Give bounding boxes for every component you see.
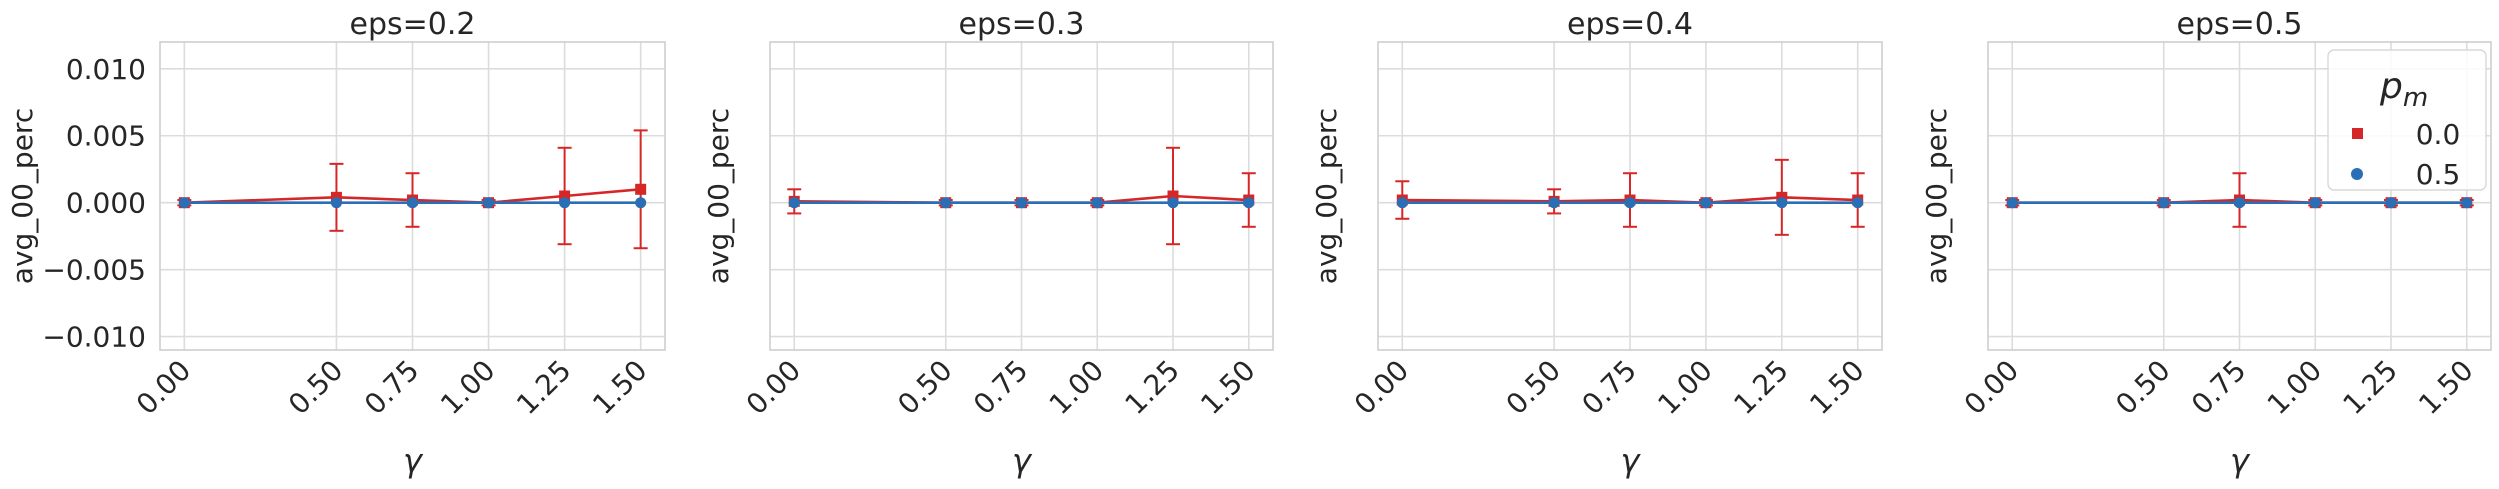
x-tick-label: 0.50 [891,354,958,421]
series-line [1402,196,1858,204]
data-point [559,197,571,209]
x-axis-label: γ [2230,442,2251,480]
x-tick-label: 1.50 [586,354,653,421]
data-point [1852,197,1864,209]
legend-title: pm [2379,66,2428,113]
data-point [2309,197,2321,209]
x-tick-label: 0.50 [2109,354,2176,421]
x-tick-label: 0.75 [967,354,1034,421]
series-0.5 [2006,197,2473,209]
plot-frame [1987,41,2492,351]
series-0.5 [1396,197,1864,209]
subplot-2: eps=0.3 0.00 0.50 0.75 1.00 1.25 1.50 avg_00_pe… [702,7,1274,480]
data-point [1700,197,1712,209]
x-axis-label: γ [403,442,424,480]
data-point [1548,197,1560,209]
data-point [2461,197,2473,209]
legend-label: 0.5 [2416,158,2461,191]
x-tick-label: 1.25 [1119,354,1186,421]
y-tick-label: −0.005 [42,254,146,287]
x-tick-label: 0.75 [1576,354,1643,421]
y-tick-label: 0.010 [66,53,146,86]
data-point [1167,197,1179,209]
x-tick-label: 0.00 [1958,354,2025,421]
x-tick-label: 0.00 [1348,354,1415,421]
x-tick-label: 1.00 [2261,354,2328,421]
x-tick-label: 1.50 [1803,354,1870,421]
data-point [178,197,190,209]
x-axis-label: γ [1621,442,1642,480]
subplot-1: eps=0.2 −0.010 −0.005 0.000 0.005 0.010 0.00 0.… [6,7,666,480]
x-tick-label: 1.25 [510,354,577,421]
x-tick-label: 1.50 [1194,354,1261,421]
data-point [1624,197,1636,209]
data-point [788,197,800,209]
x-tick-label: 0.50 [1500,354,1567,421]
plot-frame [1377,41,1883,351]
data-point [2006,197,2018,209]
x-tick-label: 1.25 [1727,354,1794,421]
subplot-title: eps=0.5 [2177,7,2303,42]
subplot-title: eps=0.3 [959,7,1085,42]
y-axis-label: avg_00_perc [1920,108,1953,284]
legend: pm 0.0 0.5 [2327,49,2487,191]
x-tick-label: 1.50 [2412,354,2479,421]
data-point [1243,197,1255,209]
data-point [407,197,418,209]
y-tick-label: 0.000 [66,187,146,220]
data-point [330,197,342,209]
data-point [1091,197,1103,209]
data-point [483,197,495,209]
x-tick-label: 1.00 [1043,354,1110,421]
x-tick-label: 0.00 [130,354,197,421]
legend-marker [2351,168,2363,180]
subplot-4: eps=0.5 0.00 0.50 0.75 1.00 1.25 1.50 avg_00_pe… [1920,7,2492,480]
y-tick-label: 0.005 [66,120,146,153]
series-0.5 [788,197,1255,209]
legend-box [2327,49,2487,191]
y-axis-label: avg_00_perc [1310,108,1343,284]
data-point [635,197,647,209]
y-axis-label: avg_00_perc [6,108,39,284]
series-line [184,188,641,204]
subplot-title: eps=0.4 [1567,7,1693,42]
legend-label: 0.0 [2416,118,2461,151]
legend-marker [2352,128,2363,139]
data-point [940,197,952,209]
plot-frame [159,41,666,351]
x-tick-label: 0.75 [2185,354,2252,421]
data-point [1396,197,1408,209]
x-tick-label: 0.00 [740,354,807,421]
x-tick-label: 0.75 [358,354,425,421]
data-point [635,183,647,195]
y-axis-label: avg_00_perc [702,108,735,284]
x-axis-label: γ [1012,442,1033,480]
series-0.5 [178,197,647,209]
y-tick-label: −0.010 [42,321,146,354]
x-tick-label: 1.00 [1651,354,1718,421]
data-point [559,190,571,202]
plot-frame [769,41,1274,351]
x-tick-label: 0.50 [282,354,349,421]
x-tick-label: 1.00 [434,354,501,421]
subplot-title: eps=0.2 [350,7,476,42]
data-point [2158,197,2170,209]
subplot-3: eps=0.4 0.00 0.50 0.75 1.00 1.25 1.50 avg_00_pe… [1310,7,1883,480]
data-point [1776,197,1788,209]
data-point [2385,197,2397,209]
data-point [1016,197,1027,209]
data-point [1167,190,1179,202]
data-point [2234,197,2245,209]
x-tick-label: 1.25 [2337,354,2404,421]
